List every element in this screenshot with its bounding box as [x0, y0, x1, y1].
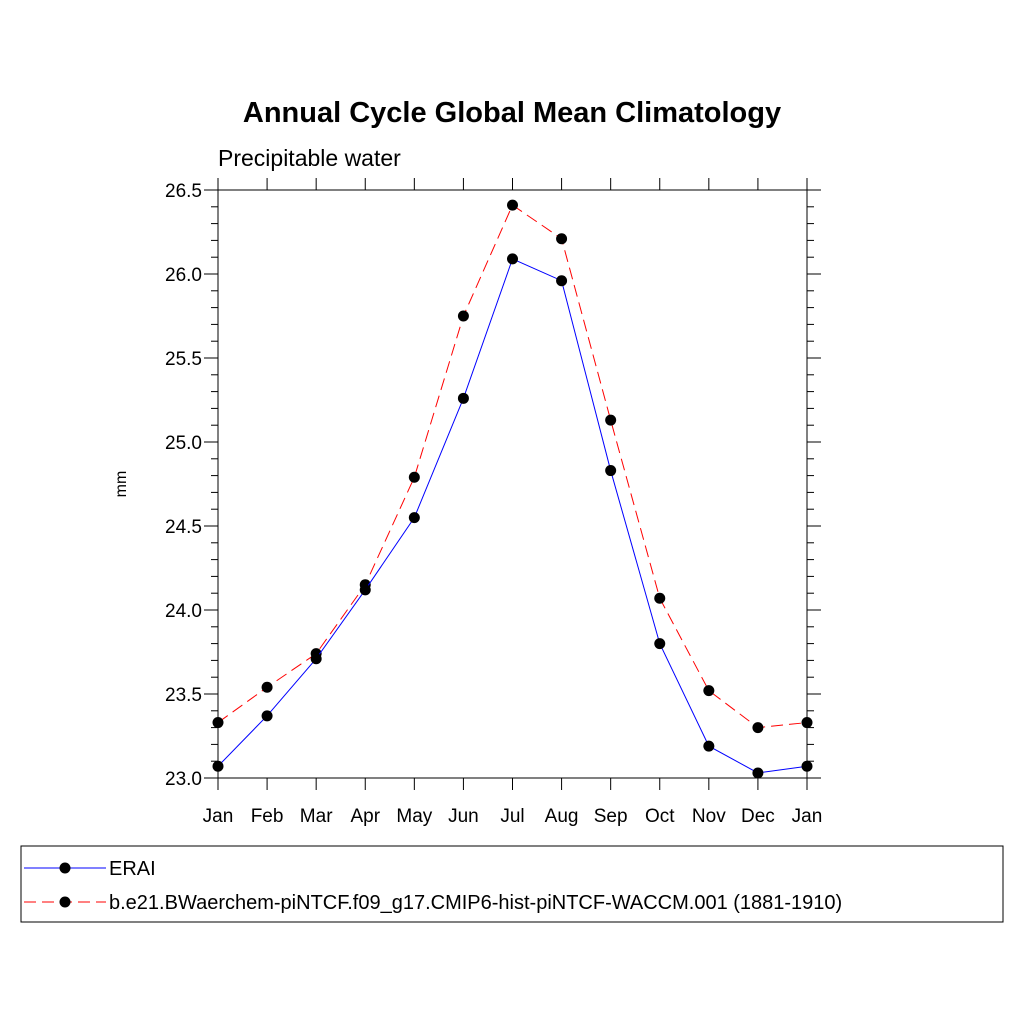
- data-point: [310, 653, 322, 665]
- x-tick-label: Jul: [500, 806, 524, 827]
- data-point: [212, 760, 224, 772]
- y-tick-label: 23.5: [165, 685, 202, 706]
- y-tick-labels: 23.0 23.5 24.0 24.5 25.0 25.5 26.0 26.5: [165, 181, 202, 790]
- data-point: [605, 465, 617, 477]
- data-point: [752, 722, 764, 734]
- x-tick-label: Feb: [251, 806, 284, 827]
- y-tick-label: 26.0: [165, 265, 202, 286]
- legend-box: [20, 845, 1004, 923]
- x-tick-label: May: [396, 806, 432, 827]
- axis-ticks: [204, 178, 821, 790]
- plot-frame: [217, 189, 808, 779]
- legend-marker: [59, 896, 71, 908]
- x-tick-label: Dec: [741, 806, 775, 827]
- data-point: [605, 414, 617, 426]
- series-line: [217, 258, 808, 774]
- series-1: [212, 199, 813, 734]
- data-point: [359, 584, 371, 596]
- data-point: [703, 740, 715, 752]
- x-tick-label: Jun: [448, 806, 479, 827]
- x-tick-label: Aug: [545, 806, 579, 827]
- legend: ERAI b.e21.BWaerchem-piNTCF.f09_g17.CMIP6…: [24, 858, 842, 914]
- data-point: [261, 681, 273, 693]
- chart-subtitle: Precipitable water: [218, 145, 401, 171]
- data-point: [507, 199, 518, 211]
- data-point: [261, 710, 273, 722]
- y-tick-label: 24.5: [165, 517, 202, 538]
- data-point: [457, 310, 469, 322]
- x-tick-label: Sep: [594, 806, 628, 827]
- series-layer: [212, 199, 813, 779]
- data-point: [212, 717, 224, 729]
- y-axis-label: mm: [113, 471, 130, 498]
- y-tick-label: 25.5: [165, 349, 202, 370]
- data-point: [457, 392, 469, 404]
- y-tick-label: 25.0: [165, 433, 202, 454]
- data-point: [556, 275, 568, 287]
- series-line: [217, 204, 808, 729]
- legend-label: ERAI: [109, 858, 156, 880]
- y-tick-label: 24.0: [165, 601, 202, 622]
- data-point: [654, 638, 666, 650]
- data-point: [801, 760, 813, 772]
- x-tick-labels: Jan Feb Mar Apr May Jun Jul Aug Sep Oct Nov Dec Jan: [203, 806, 823, 827]
- y-tick-label: 26.5: [165, 181, 202, 202]
- data-point: [703, 685, 715, 697]
- x-tick-label: Apr: [350, 806, 380, 827]
- x-tick-label: Jan: [203, 806, 234, 827]
- x-tick-label: Oct: [645, 806, 675, 827]
- series-0: [212, 253, 813, 779]
- legend-marker: [59, 862, 71, 874]
- legend-label: b.e21.BWaerchem-piNTCF.f09_g17.CMIP6-his…: [109, 892, 842, 914]
- data-point: [801, 717, 813, 729]
- y-tick-label: 23.0: [165, 769, 202, 790]
- data-point: [408, 512, 420, 524]
- data-point: [654, 592, 666, 604]
- data-point: [556, 233, 568, 245]
- chart-title: Annual Cycle Global Mean Climatology: [243, 97, 781, 129]
- x-tick-label: Jan: [792, 806, 823, 827]
- data-point: [507, 253, 518, 265]
- data-point: [408, 471, 420, 483]
- data-point: [752, 767, 764, 779]
- x-tick-label: Mar: [300, 806, 333, 827]
- x-tick-label: Nov: [692, 806, 726, 827]
